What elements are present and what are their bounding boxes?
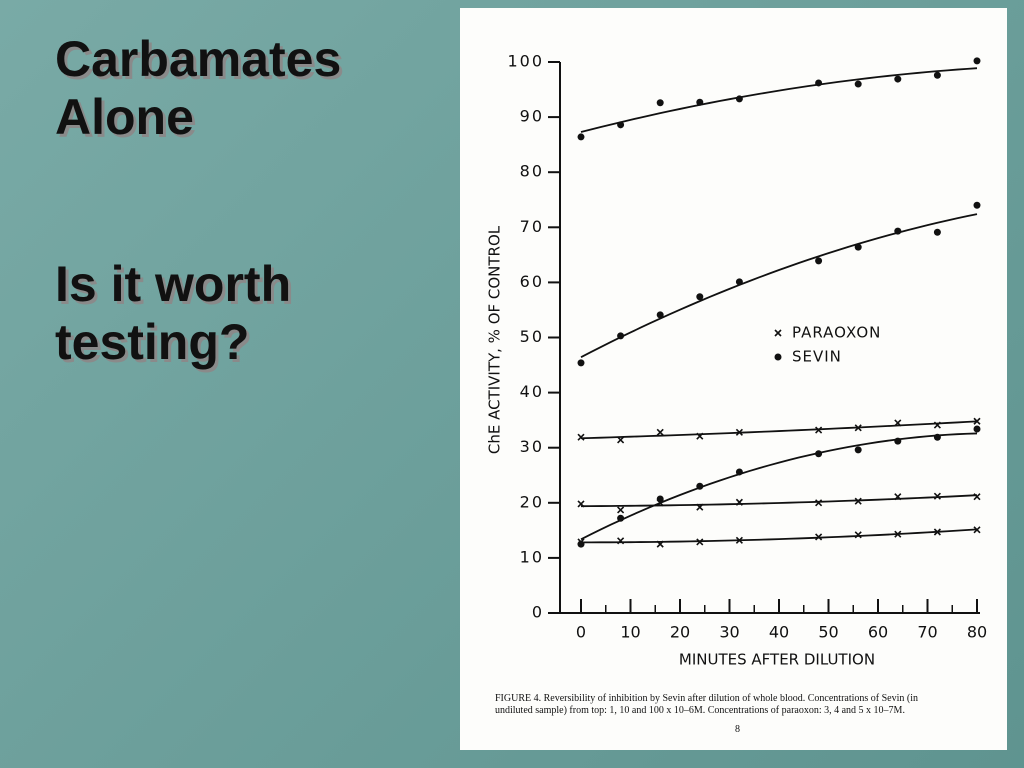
paraoxon-point (735, 428, 743, 436)
sevin-point (735, 95, 743, 103)
x-tick-label: 50 (818, 623, 838, 642)
y-tick-label: 60 (520, 272, 544, 291)
y-tick-label: 50 (520, 327, 544, 346)
paraoxon-point (973, 493, 981, 501)
sevin-point (894, 437, 902, 445)
x-tick-label: 60 (868, 623, 888, 642)
paraoxon-point (577, 433, 585, 441)
sevin-point (933, 433, 941, 441)
trend-curve (580, 420, 978, 440)
y-tick-label: 0 (532, 603, 544, 622)
sevin-point (854, 80, 862, 88)
sevin-point (656, 311, 664, 319)
y-tick-label: 10 (520, 547, 544, 566)
paraoxon-point (854, 531, 862, 539)
y-tick-label: 100 (507, 52, 544, 71)
sevin-point (696, 98, 704, 106)
sevin-point (933, 71, 941, 79)
paraoxon-point (933, 528, 941, 536)
sevin-point (973, 201, 981, 209)
paraoxon-point (656, 540, 664, 548)
slide-title: Carbamates Alone (55, 31, 342, 145)
sevin-point (973, 425, 981, 433)
paraoxon-point (933, 492, 941, 500)
paraoxon-point (577, 538, 585, 546)
sevin-point (815, 450, 823, 458)
x-tick-label: 40 (769, 623, 789, 642)
sevin-point (577, 359, 585, 367)
y-tick-label: 30 (520, 437, 544, 456)
paraoxon-point (933, 421, 941, 429)
paraoxon-point (735, 498, 743, 506)
y-axis-label: ChE ACTIVITY, % OF CONTROL (486, 225, 504, 454)
y-tick-label: 20 (520, 492, 544, 511)
sevin-point (854, 243, 862, 251)
trend-curve (580, 494, 978, 508)
sevin-point (735, 468, 743, 476)
paraoxon-point (973, 417, 981, 425)
trend-curve (580, 67, 978, 133)
paraoxon-point (894, 493, 902, 501)
legend-label: PARAOXON (792, 324, 881, 342)
paraoxon-point (854, 424, 862, 432)
sevin-point (933, 228, 941, 236)
x-tick-label: 70 (917, 623, 937, 642)
paraoxon-point (854, 497, 862, 505)
sevin-point (617, 514, 625, 522)
sevin-point (577, 133, 585, 141)
paraoxon-point (617, 506, 625, 514)
sevin-point (815, 257, 823, 265)
paraoxon-point (735, 536, 743, 544)
slide-subtitle: Is it worth testing? (55, 256, 292, 370)
paraoxon-point (617, 537, 625, 545)
page-number: 8 (735, 724, 740, 735)
legend-label: SEVIN (792, 348, 842, 366)
sevin-point (617, 121, 625, 129)
x-tick-label: 10 (620, 623, 640, 642)
sevin-point (696, 293, 704, 301)
x-tick-label: 0 (576, 623, 586, 642)
x-tick-label: 80 (967, 623, 987, 642)
sevin-point (894, 75, 902, 83)
sevin-point (973, 57, 981, 65)
x-axis-label: MINUTES AFTER DILUTION (679, 651, 875, 669)
paraoxon-point (617, 436, 625, 444)
trend-curve (580, 528, 978, 544)
paraoxon-point (815, 533, 823, 541)
legend-marker (774, 329, 782, 337)
sevin-point (894, 227, 902, 235)
x-tick-label: 30 (719, 623, 739, 642)
paraoxon-point (815, 499, 823, 507)
sevin-point (617, 332, 625, 340)
paraoxon-point (656, 499, 664, 507)
paraoxon-point (696, 538, 704, 546)
y-tick-label: 90 (520, 107, 544, 126)
sevin-point (656, 99, 664, 107)
paraoxon-point (894, 419, 902, 427)
paraoxon-point (973, 526, 981, 534)
paraoxon-point (894, 530, 902, 538)
sevin-point (696, 482, 704, 490)
trend-curve (580, 432, 978, 541)
x-tick-label: 20 (670, 623, 690, 642)
sevin-point (815, 79, 823, 87)
figure-panel (460, 8, 1007, 750)
y-tick-label: 80 (520, 162, 544, 181)
paraoxon-point (577, 500, 585, 508)
paraoxon-point (815, 426, 823, 434)
paraoxon-point (696, 503, 704, 511)
legend-marker (774, 353, 782, 361)
sevin-point (735, 278, 743, 286)
y-tick-label: 70 (520, 217, 544, 236)
trend-curve (580, 213, 978, 358)
caption: FIGURE 4. Reversibility of inhibition by… (495, 693, 919, 716)
y-tick-label: 40 (520, 382, 544, 401)
paraoxon-point (656, 428, 664, 436)
paraoxon-point (696, 432, 704, 440)
sevin-point (854, 446, 862, 454)
